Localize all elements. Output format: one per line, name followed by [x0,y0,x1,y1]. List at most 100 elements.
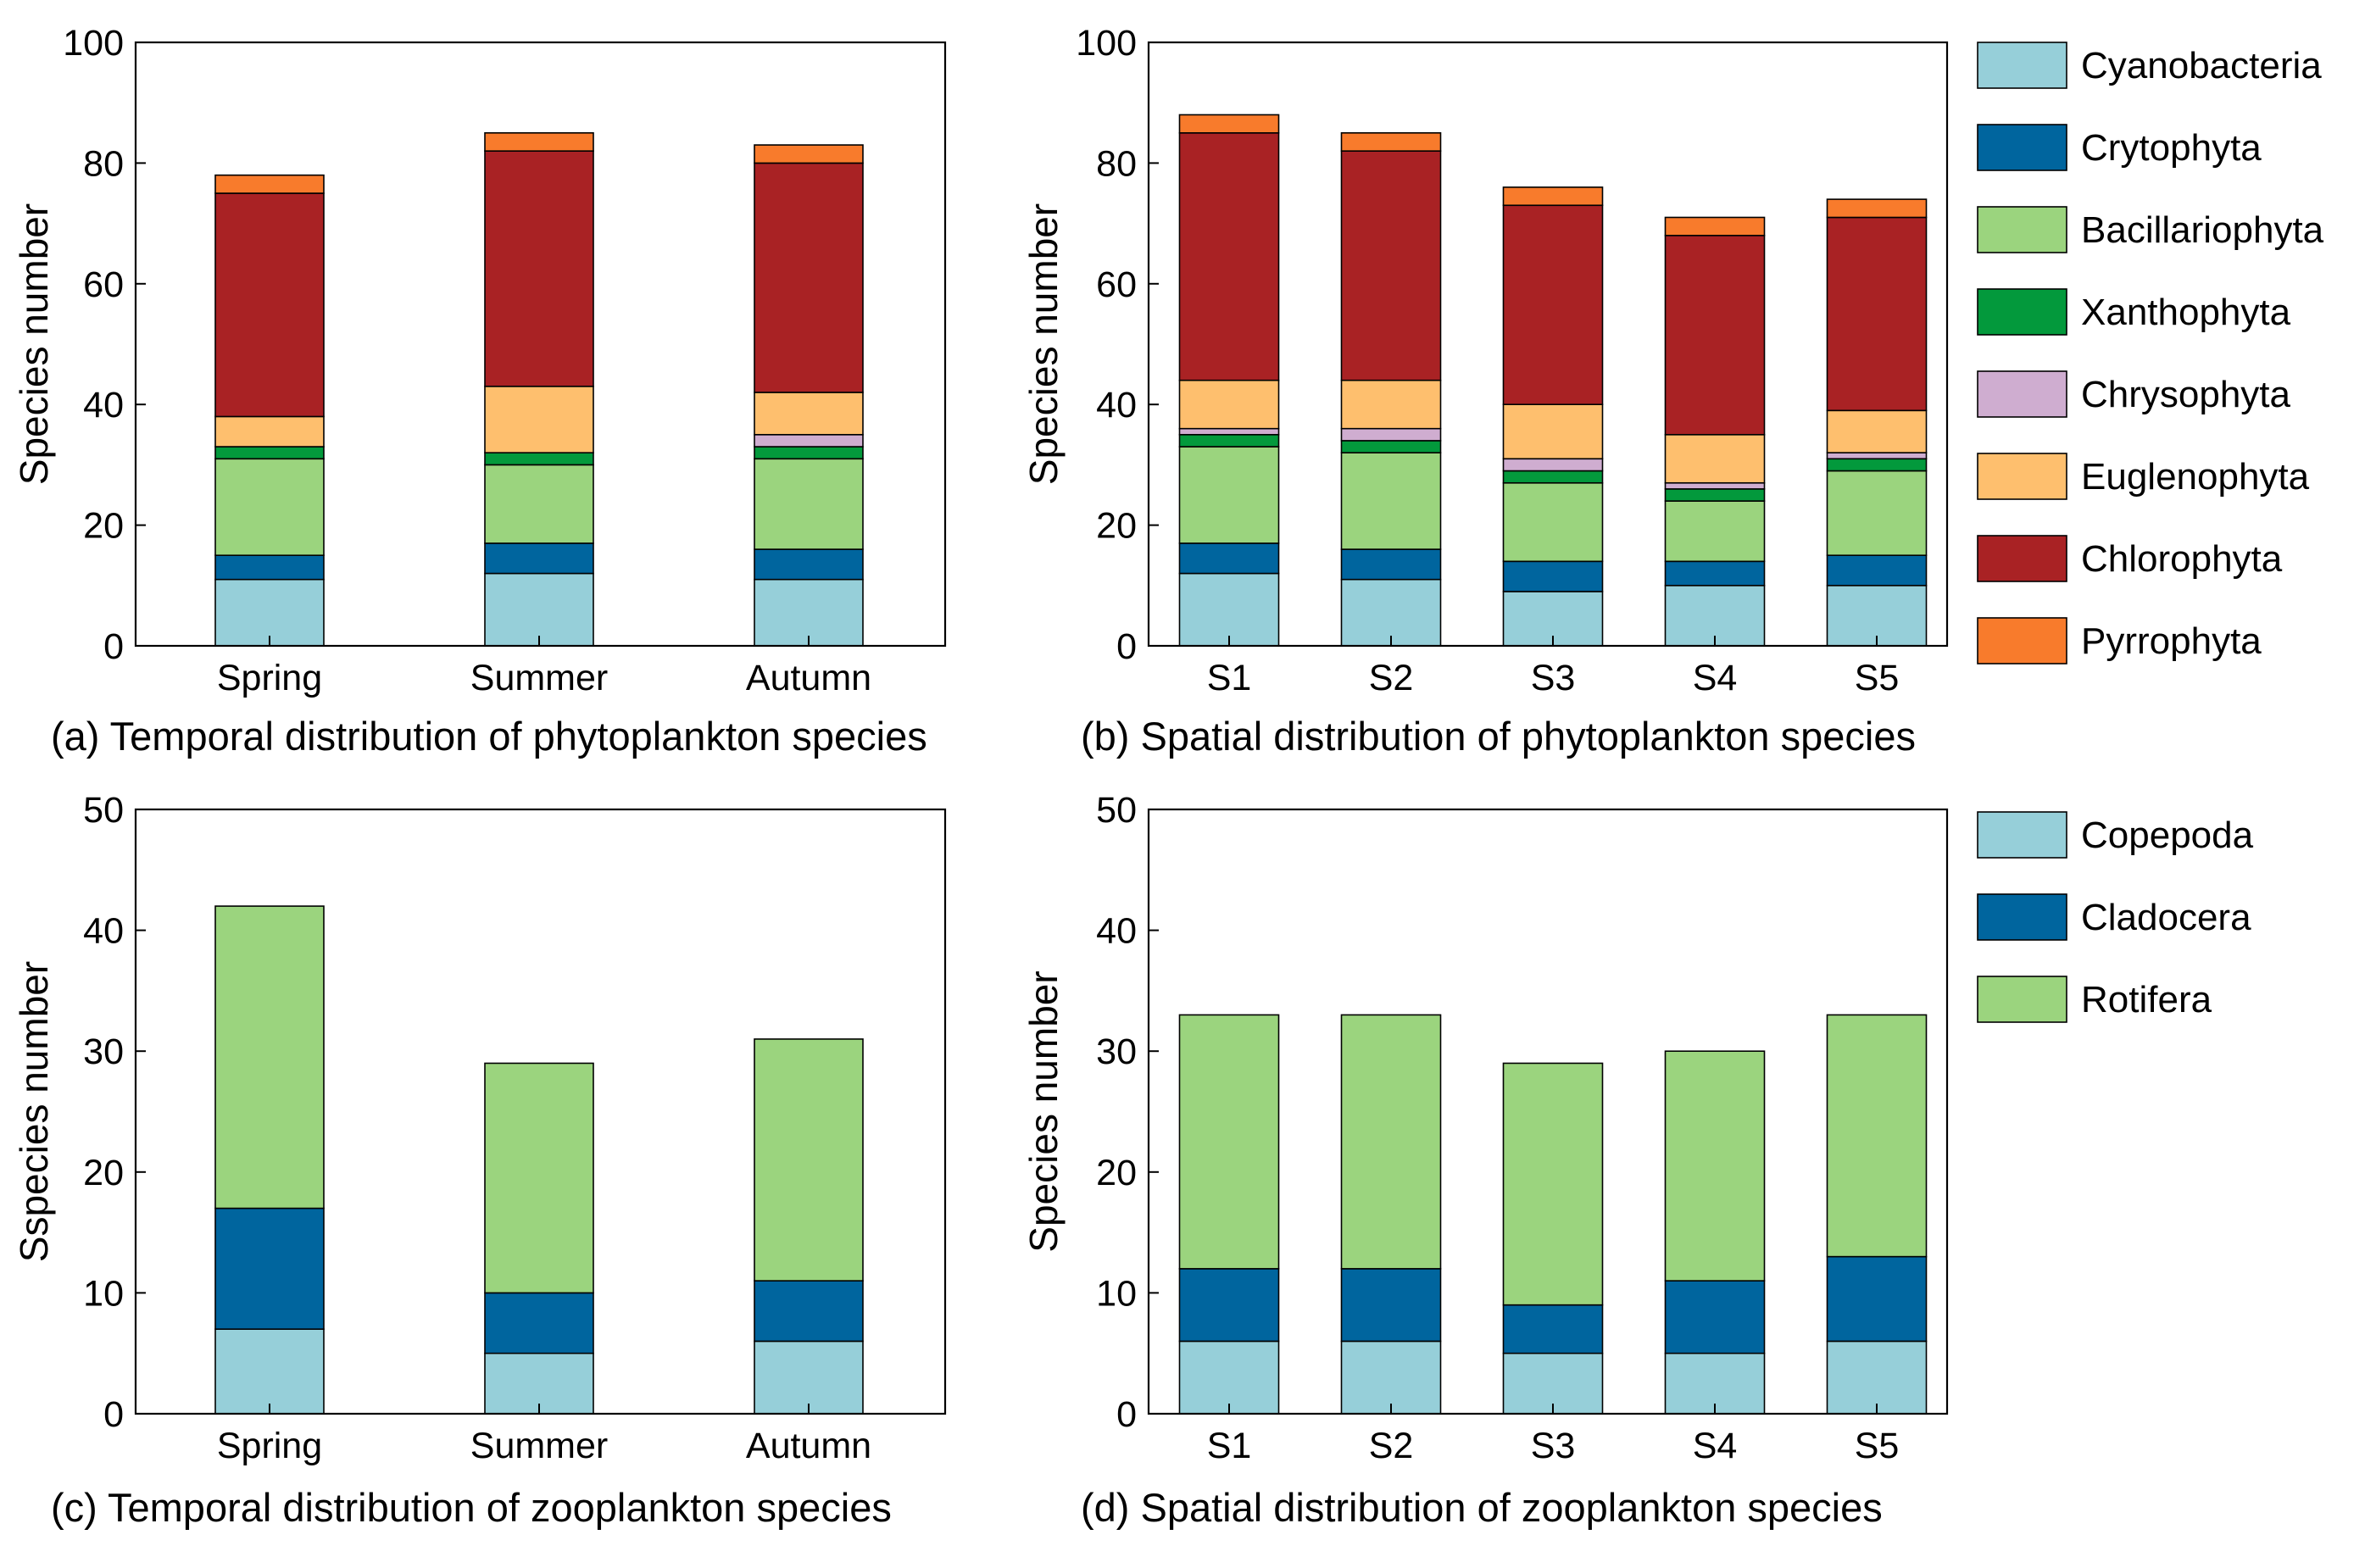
bar-c-Summer-rotifera [484,1062,594,1294]
y-tick-label-b-0: 0 [1116,626,1137,667]
bar-b-S4-xanthophyta [1664,488,1766,502]
bar-b-S2-chlorophyta [1340,150,1442,381]
bar-b-S5-pyrrophyta [1826,198,1928,219]
y-tick-label-d-10: 10 [1096,1273,1137,1314]
bar-b-S5-chlorophyta [1826,216,1928,412]
bar-a-Spring-xanthophyta [214,446,325,460]
y-tick-label-b-60: 60 [1096,264,1137,305]
bar-c-Spring-rotifera [214,905,325,1209]
bar-b-S3-euglenophyta [1502,403,1604,460]
bar-b-S4-pyrrophyta [1664,216,1766,236]
bar-b-S3-bacillariophyta [1502,481,1604,563]
bar-a-Autumn-crytophyta [754,548,864,581]
bar-b-S2-xanthophyta [1340,440,1442,453]
bars-a [214,132,864,647]
bar-d-S5-rotifera [1826,1014,1928,1258]
caption-c: (c) Temporal distribution of zooplankton… [51,1485,892,1530]
caption-a: (a) Temporal distribution of phytoplankt… [51,714,927,759]
y-tick-label-a-20: 20 [83,506,124,547]
x-tick-label-b-S4: S4 [1693,658,1738,698]
y-tick-label-c-10: 10 [83,1273,124,1314]
y-tick-label-d-0: 0 [1116,1394,1137,1435]
bar-d-S1-rotifera [1178,1014,1280,1270]
bar-c-Autumn-rotifera [754,1038,864,1282]
bar-b-S4-crytophyta [1664,560,1766,587]
bar-c-Summer-cladocera [484,1292,594,1354]
legend-swatch-d-cladocera [1977,893,2067,941]
x-tick-label-b-S3: S3 [1531,658,1576,698]
y-tick-label-b-20: 20 [1096,506,1137,547]
legend-label-b-crytophyta: Crytophyta [2081,127,2262,169]
legend-label-d-cladocera: Cladocera [2081,897,2251,938]
bar-c-Autumn-cladocera [754,1280,864,1343]
legend-label-d-copepoda: Copepoda [2081,815,2254,856]
bar-d-S5-copepoda [1826,1340,1928,1415]
y-axis-label-b: Species number [1021,203,1066,485]
bar-a-Autumn-chlorophyta [754,162,864,393]
bar-b-S5-chrysophyta [1826,452,1928,460]
bar-b-S2-euglenophyta [1340,379,1442,430]
y-tick-label-b-100: 100 [1076,23,1137,64]
bar-a-Summer-crytophyta [484,542,594,575]
bar-a-Autumn-cyanobacteria [754,578,864,647]
bar-b-S2-pyrrophyta [1340,132,1442,152]
y-tick-label-a-60: 60 [83,264,124,305]
y-tick-label-c-0: 0 [103,1394,124,1435]
bar-b-S1-euglenophyta [1178,379,1280,430]
bar-d-S4-cladocera [1664,1280,1766,1354]
bar-b-S1-chrysophyta [1178,427,1280,436]
x-tick-label-a-Summer: Summer [470,658,608,698]
bar-d-S1-cladocera [1178,1268,1280,1343]
bar-b-S2-bacillariophyta [1340,452,1442,550]
plot-frame-d [1147,808,1949,1415]
bar-b-S1-xanthophyta [1178,433,1280,448]
y-axis-label-c: Sspecies number [12,961,56,1262]
x-tick-label-b-S1: S1 [1207,658,1252,698]
legend-swatch-b-crytophyta [1977,124,2067,171]
bar-b-S3-chrysophyta [1502,458,1604,472]
bar-a-Summer-cyanobacteria [484,572,594,647]
y-tick-label-d-30: 30 [1096,1031,1137,1072]
bar-b-S2-chrysophyta [1340,427,1442,442]
y-tick-label-a-100: 100 [63,23,124,64]
bar-a-Spring-bacillariophyta [214,458,325,557]
bar-a-Summer-chlorophyta [484,150,594,387]
x-tick-label-c-Autumn: Autumn [746,1426,871,1466]
legend-swatch-d-copepoda [1977,811,2067,859]
y-tick-label-b-40: 40 [1096,385,1137,425]
y-axis-label-d: Species number [1021,970,1066,1252]
caption-b: (b) Spatial distribution of phytoplankto… [1081,714,1916,759]
bar-d-S2-rotifera [1340,1014,1442,1270]
x-tick-label-a-Autumn: Autumn [746,658,871,698]
bar-b-S3-pyrrophyta [1502,186,1604,207]
bar-a-Autumn-pyrrophyta [754,144,864,164]
plot-frame-a [134,41,947,648]
x-tick-label-a-Spring: Spring [217,658,322,698]
y-tick-label-c-30: 30 [83,1031,124,1072]
legend-d: Copepoda Cladocera Rotifera [1977,811,2254,1023]
y-tick-label-b-80: 80 [1096,143,1137,184]
y-tick-label-c-50: 50 [83,790,124,831]
y-tick-label-c-40: 40 [83,911,124,952]
bar-b-S1-pyrrophyta [1178,114,1280,134]
legend-swatch-b-chrysophyta [1977,370,2067,418]
bar-a-Summer-bacillariophyta [484,464,594,544]
bar-a-Spring-pyrrophyta [214,174,325,194]
bar-b-S5-crytophyta [1826,554,1928,587]
bar-d-S5-cladocera [1826,1255,1928,1343]
bar-b-S3-xanthophyta [1502,470,1604,484]
bar-a-Spring-euglenophyta [214,415,325,448]
x-tick-label-c-Summer: Summer [470,1426,608,1466]
x-tick-label-d-S5: S5 [1855,1426,1900,1466]
plot-frame-c [134,808,947,1415]
bar-c-Spring-copepoda [214,1328,325,1415]
bars-d [1178,1014,1928,1415]
bar-b-S4-chlorophyta [1664,235,1766,436]
legend-swatch-d-rotifera [1977,976,2067,1023]
bar-d-S2-cladocera [1340,1268,1442,1343]
chart-panel-a: 0 20 40 60 80 100 Spring Summer Autumn Species nu… [12,23,947,759]
legend-swatch-b-euglenophyta [1977,453,2067,500]
legend-swatch-b-bacillariophyta [1977,206,2067,253]
legend-label-b-pyrrophyta: Pyrrophyta [2081,620,2262,662]
bar-b-S4-bacillariophyta [1664,500,1766,563]
